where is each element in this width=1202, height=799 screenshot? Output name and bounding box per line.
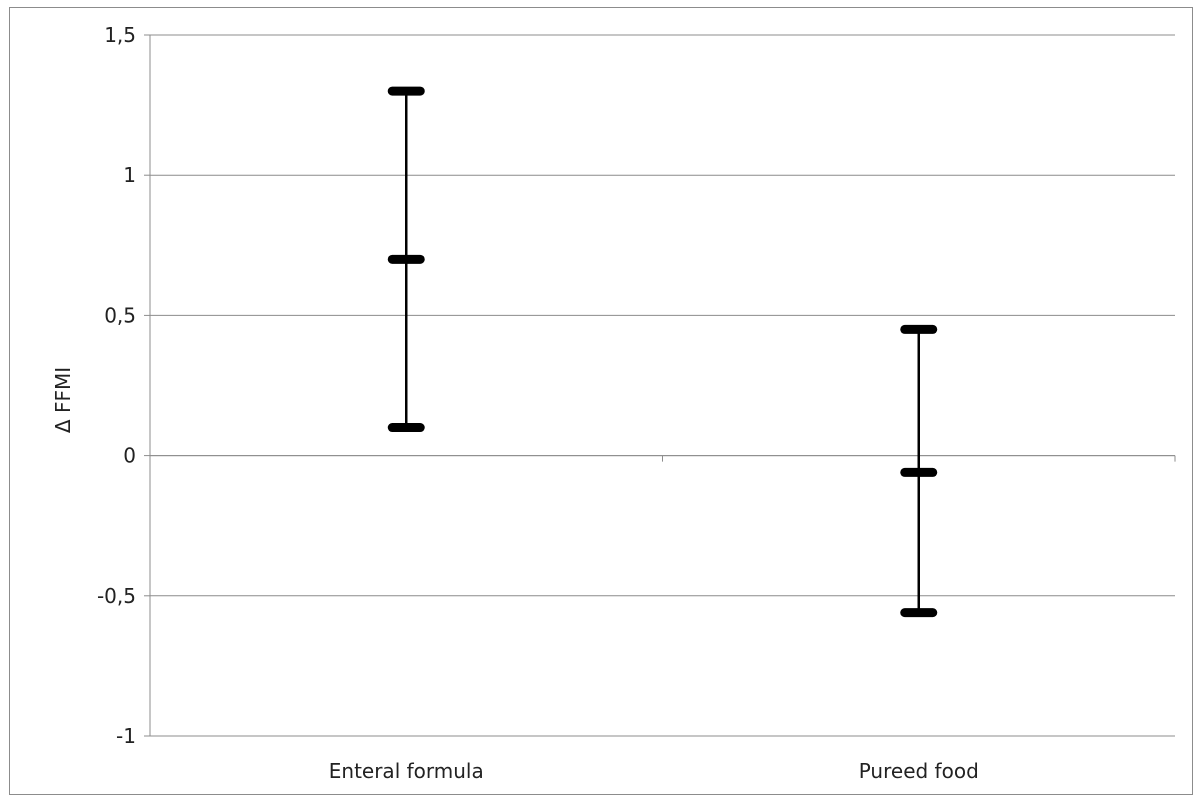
- chart-frame: [9, 7, 1193, 795]
- x-tick-label: Pureed food: [859, 759, 979, 783]
- y-tick-label: 0,5: [104, 303, 136, 327]
- error-bars: [387, 86, 938, 618]
- y-tick-labels: 1,5 1 0,5 0 -0,5 -1: [97, 23, 136, 748]
- y-tick-label: 0: [123, 444, 136, 468]
- error-bar-1: [387, 86, 425, 433]
- axes: [144, 34, 1176, 737]
- error-bar-2: [900, 324, 938, 618]
- y-tick-label: -1: [116, 724, 136, 748]
- y-axis-title: Δ FFMI: [51, 367, 75, 433]
- y-tick-label: -0,5: [97, 584, 136, 608]
- y-tick-label: 1,5: [104, 23, 136, 47]
- x-tick-label: Enteral formula: [329, 759, 484, 783]
- x-tick-labels: Enteral formula Pureed food: [329, 759, 979, 783]
- y-tick-label: 1: [123, 163, 136, 187]
- gridlines: [150, 34, 1175, 737]
